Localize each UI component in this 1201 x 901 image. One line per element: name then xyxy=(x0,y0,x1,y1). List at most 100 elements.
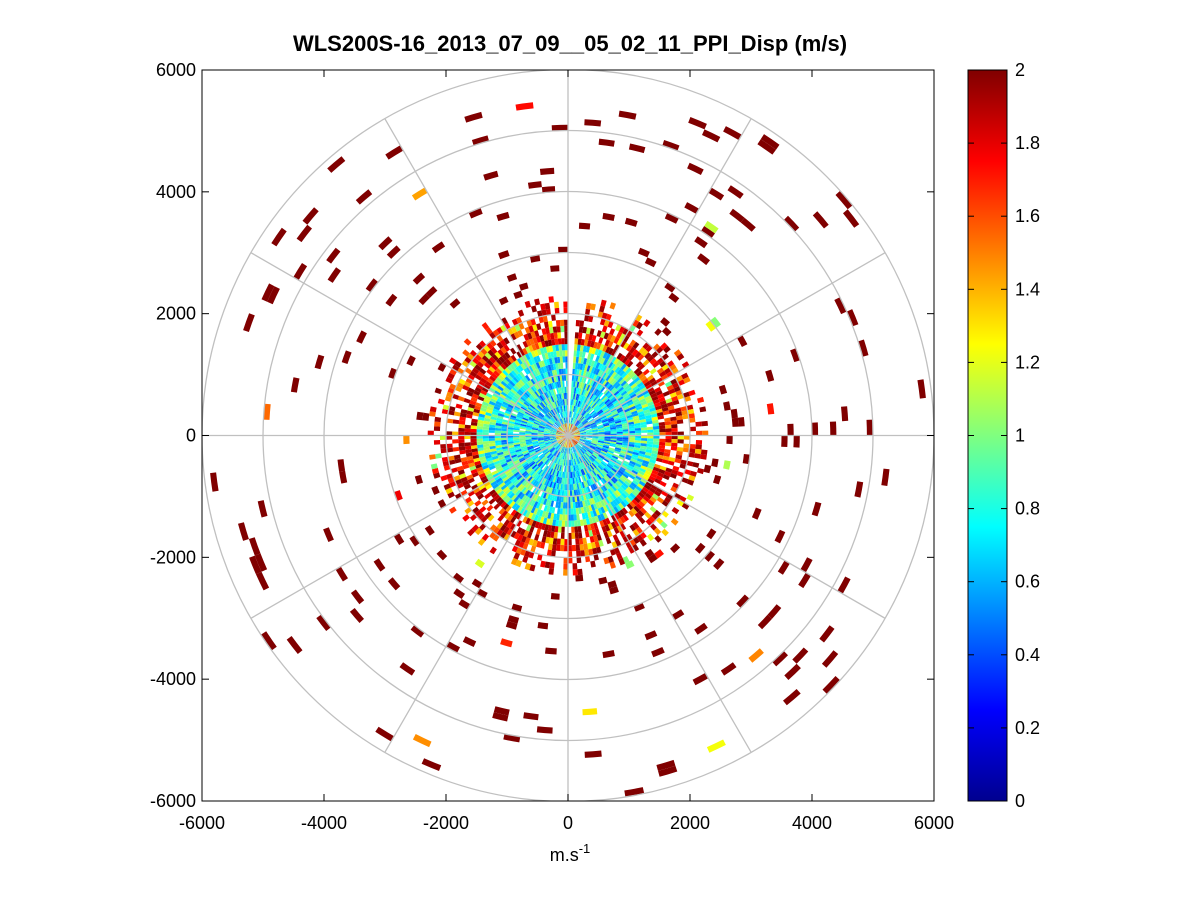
ppi-cell xyxy=(502,486,510,493)
ppi-cell xyxy=(539,167,555,175)
ppi-cell xyxy=(525,440,532,443)
ppi-cell xyxy=(607,321,614,329)
ppi-cell xyxy=(504,512,511,520)
polar-spoke xyxy=(567,434,886,619)
ppi-cell xyxy=(552,363,557,370)
ppi-cell xyxy=(748,648,764,663)
ppi-cell xyxy=(538,316,544,324)
ppi-cell xyxy=(454,385,463,393)
ppi-cell xyxy=(680,459,688,465)
ppi-cell xyxy=(569,405,572,412)
ppi-cell xyxy=(681,372,689,380)
ppi-cell xyxy=(463,338,472,346)
ppi-cell xyxy=(537,415,543,420)
ppi-cell xyxy=(517,373,523,380)
ppi-cell xyxy=(540,366,546,374)
ppi-cell xyxy=(378,236,393,251)
ppi-cell xyxy=(584,493,589,500)
ppi-cell xyxy=(581,447,587,452)
ppi-cell xyxy=(561,465,564,472)
ppi-cell xyxy=(507,327,514,336)
ppi-cell xyxy=(573,399,576,406)
ppi-cell xyxy=(604,497,610,505)
ppi-cell xyxy=(573,374,577,382)
ppi-cell xyxy=(522,403,529,409)
ppi-cell xyxy=(524,391,530,398)
ppi-cell xyxy=(538,367,543,375)
ppi-cell xyxy=(589,456,595,462)
ppi-cell xyxy=(783,689,801,706)
ppi-cell xyxy=(549,447,555,453)
ppi-cell xyxy=(571,380,574,387)
ppi-cell xyxy=(532,392,538,399)
ppi-cell xyxy=(593,496,598,504)
ppi-cell xyxy=(243,313,255,332)
ppi-cell xyxy=(550,448,556,453)
ppi-cell xyxy=(597,425,604,429)
ppi-cell xyxy=(510,494,517,501)
ppi-cell xyxy=(563,424,566,430)
ppi-cell xyxy=(483,417,491,422)
ppi-cell xyxy=(469,370,477,378)
ppi-cell xyxy=(502,378,510,385)
ppi-cell xyxy=(638,372,645,380)
ppi-cell xyxy=(582,446,588,452)
ppi-cell xyxy=(530,506,536,514)
ppi-cell xyxy=(579,427,585,431)
ppi-cell xyxy=(580,436,587,438)
ppi-cell xyxy=(625,367,632,375)
ppi-cell xyxy=(670,518,679,526)
ppi-cell xyxy=(663,452,671,457)
ppi-cell xyxy=(654,402,661,408)
ppi-cell xyxy=(549,487,553,495)
ppi-cell xyxy=(554,338,559,345)
ppi-cell xyxy=(506,490,513,497)
ppi-cell xyxy=(557,400,561,407)
ppi-cell xyxy=(524,382,531,389)
ppi-cell xyxy=(356,330,367,344)
ppi-cell xyxy=(526,483,533,490)
ppi-cell xyxy=(700,226,715,239)
ppi-cell xyxy=(583,454,588,460)
ppi-cell xyxy=(431,241,446,254)
ppi-cell xyxy=(476,361,484,368)
ppi-cell xyxy=(513,532,520,540)
ppi-cell xyxy=(618,467,625,473)
ppi-cell xyxy=(589,478,594,485)
ppi-cell xyxy=(557,438,564,443)
ppi-cell xyxy=(562,380,565,387)
ppi-cell xyxy=(534,446,541,451)
ppi-cell xyxy=(626,467,633,473)
ppi-cell xyxy=(526,423,533,427)
ppi-cell xyxy=(513,368,520,375)
ppi-cell xyxy=(499,531,507,539)
ppi-cell xyxy=(556,420,561,426)
ppi-cell xyxy=(578,532,583,539)
ppi-cell xyxy=(584,549,590,557)
ppi-cell xyxy=(574,399,577,406)
ppi-cell xyxy=(579,519,584,526)
ppi-cell xyxy=(497,365,505,372)
ppi-cell xyxy=(539,347,545,355)
ppi-cell xyxy=(483,449,491,454)
ppi-cell xyxy=(591,429,598,432)
ppi-cell xyxy=(515,497,522,505)
ppi-cell xyxy=(640,465,648,471)
ppi-cell xyxy=(533,369,539,377)
ppi-cell xyxy=(587,416,593,422)
ppi-cell xyxy=(614,447,622,451)
ppi-cell xyxy=(602,650,615,659)
ppi-cell xyxy=(568,508,571,515)
ppi-cell xyxy=(482,429,489,433)
ppi-cell xyxy=(476,481,484,488)
ppi-cell xyxy=(582,364,586,371)
ppi-cell xyxy=(579,429,586,433)
ppi-cell xyxy=(619,340,627,348)
ppi-cell xyxy=(601,449,608,453)
ppi-cell xyxy=(460,489,468,497)
ppi-cell xyxy=(577,407,582,414)
ppi-cell xyxy=(592,436,599,438)
ppi-cell xyxy=(597,494,603,502)
ppi-cell xyxy=(557,420,562,426)
ppi-cell xyxy=(562,393,565,400)
